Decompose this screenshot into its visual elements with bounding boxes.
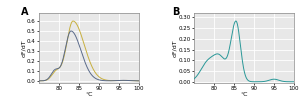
X-axis label: °C: °C [85, 92, 93, 97]
X-axis label: °C: °C [240, 92, 248, 97]
Text: B: B [172, 8, 179, 18]
Y-axis label: dF/dT: dF/dT [21, 39, 26, 57]
Text: A: A [21, 8, 28, 18]
Y-axis label: dF/dT: dF/dT [172, 39, 177, 57]
